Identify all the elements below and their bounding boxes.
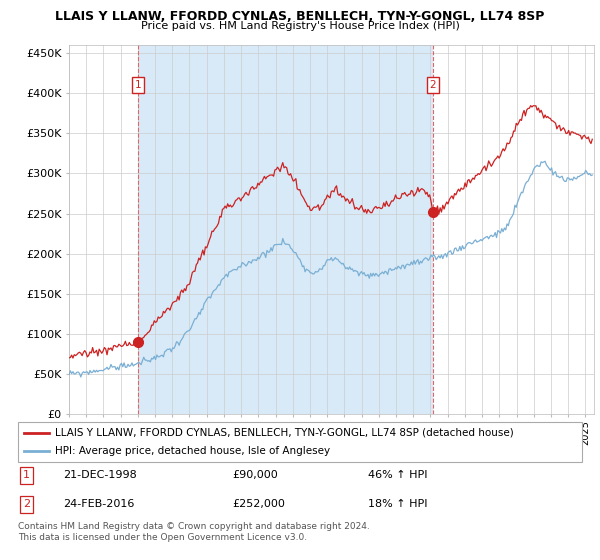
Text: HPI: Average price, detached house, Isle of Anglesey: HPI: Average price, detached house, Isle… (55, 446, 330, 456)
Text: 21-DEC-1998: 21-DEC-1998 (63, 470, 137, 480)
Text: 1: 1 (134, 80, 141, 90)
Text: 2: 2 (430, 80, 436, 90)
Text: 46% ↑ HPI: 46% ↑ HPI (368, 470, 427, 480)
Text: Price paid vs. HM Land Registry's House Price Index (HPI): Price paid vs. HM Land Registry's House … (140, 21, 460, 31)
Text: 1: 1 (23, 470, 30, 480)
Text: Contains HM Land Registry data © Crown copyright and database right 2024.: Contains HM Land Registry data © Crown c… (18, 522, 370, 531)
Text: 2: 2 (23, 500, 30, 509)
Text: LLAIS Y LLANW, FFORDD CYNLAS, BENLLECH, TYN-Y-GONGL, LL74 8SP (detached house): LLAIS Y LLANW, FFORDD CYNLAS, BENLLECH, … (55, 428, 514, 437)
Text: 24-FEB-2016: 24-FEB-2016 (63, 500, 134, 509)
Text: This data is licensed under the Open Government Licence v3.0.: This data is licensed under the Open Gov… (18, 533, 307, 542)
Text: 18% ↑ HPI: 18% ↑ HPI (368, 500, 427, 509)
Text: LLAIS Y LLANW, FFORDD CYNLAS, BENLLECH, TYN-Y-GONGL, LL74 8SP: LLAIS Y LLANW, FFORDD CYNLAS, BENLLECH, … (55, 10, 545, 23)
Text: £252,000: £252,000 (232, 500, 285, 509)
Text: £90,000: £90,000 (232, 470, 278, 480)
Bar (138, 45, 433, 414)
